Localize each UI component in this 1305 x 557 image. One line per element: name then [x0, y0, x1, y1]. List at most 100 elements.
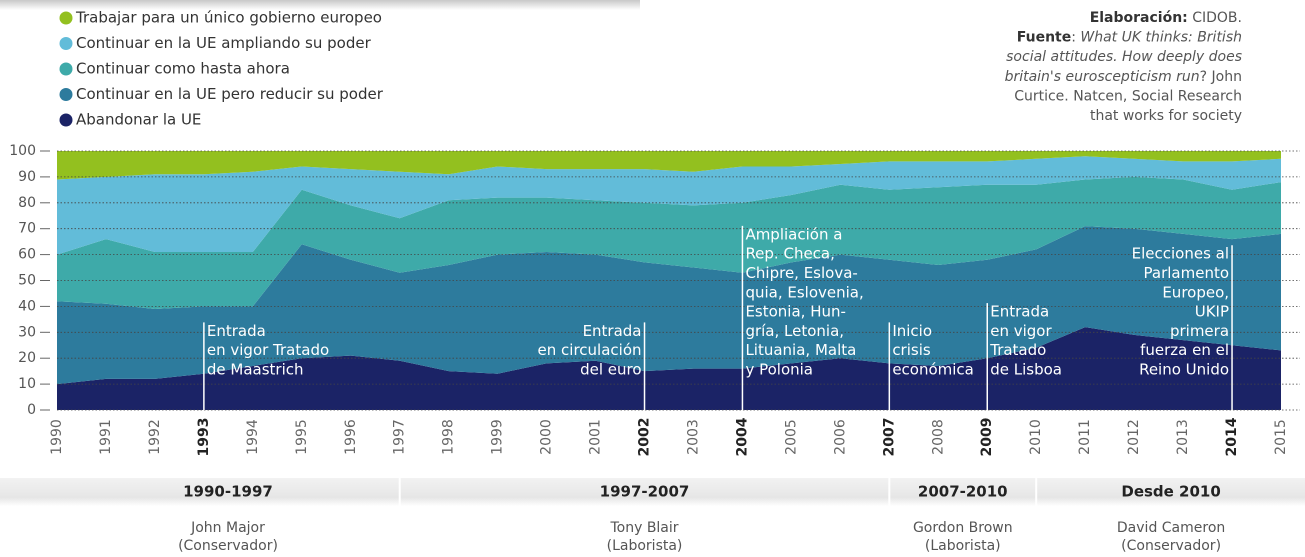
period-label: 1997-2007	[600, 483, 690, 501]
annotation-text: del euro	[580, 361, 641, 379]
x-tick-label: 2004	[734, 417, 750, 456]
x-tick-label: 1998	[441, 419, 457, 455]
y-tick-label: 50	[18, 273, 36, 289]
x-tick-label: 1991	[98, 419, 114, 455]
x-tick-label: 1992	[147, 419, 163, 455]
period-name: Gordon Brown	[913, 520, 1013, 536]
period-party: (Conservador)	[1121, 538, 1221, 554]
credit-text: What UK thinks: British	[1080, 30, 1242, 46]
annotation-text: Tratado	[989, 341, 1046, 359]
legend-label: Continuar en la UE ampliando su poder	[76, 34, 372, 52]
annotation-text: Lituania, Malta	[745, 341, 856, 359]
x-tick-label: 1993	[196, 418, 212, 457]
period-name: John Major	[190, 520, 265, 536]
credit-text: :	[1071, 30, 1080, 46]
annotation-text: Europeo,	[1162, 283, 1229, 301]
y-tick-label: 80	[18, 195, 36, 211]
credit-line: britain's euroscepticism run? John	[1005, 69, 1242, 85]
credit-text: Elaboración:	[1090, 10, 1188, 26]
annotation-text: primera	[1170, 322, 1229, 340]
area	[57, 176, 1281, 309]
period-band	[890, 478, 1036, 506]
y-tick-label: 90	[18, 169, 36, 185]
credit-text: Fuente	[1017, 30, 1071, 46]
annotation-text: gría, Letonia,	[745, 322, 844, 340]
credit-line: Elaboración: CIDOB.	[1090, 10, 1242, 26]
annotation-text: en vigor	[990, 322, 1052, 340]
period-party: (Conservador)	[178, 538, 278, 554]
annotation-text: Entrada	[990, 303, 1049, 321]
legend-label: Continuar como hasta ahora	[76, 60, 290, 78]
period-band	[400, 478, 889, 506]
y-tick-label: 30	[18, 324, 36, 340]
credit-line: Curtice. Natcen, Social Research	[1014, 88, 1242, 104]
annotation-text: Rep. Checa,	[745, 245, 834, 263]
x-tick-label: 2011	[1077, 419, 1093, 455]
legend-label: Trabajar para un único gobierno europeo	[75, 9, 382, 27]
x-tick-label: 2003	[685, 419, 701, 455]
annotation-text: crisis	[892, 341, 931, 359]
x-tick-label: 2002	[637, 418, 653, 457]
area	[57, 156, 1281, 255]
annotation-text: Elecciones al	[1132, 245, 1229, 263]
period-label: 2007-2010	[918, 483, 1008, 501]
annotation-text: Reino Unido	[1139, 361, 1229, 379]
y-tick-label: 100	[9, 143, 36, 159]
x-tick-label: 2014	[1224, 417, 1240, 456]
annotation-text: económica	[892, 361, 974, 379]
y-tick-label: 60	[18, 247, 36, 263]
annotation-text: Entrada	[207, 322, 266, 340]
x-tick-label: 2013	[1175, 419, 1191, 455]
annotation-text: fuerza en el	[1140, 341, 1229, 359]
y-tick-label: 0	[27, 402, 36, 418]
period-party: (Laborista)	[607, 538, 683, 554]
annotation-text: quia, Eslovenia,	[745, 283, 863, 301]
credit-text: social attitudes. How deeply does	[1006, 49, 1242, 65]
period-name: Tony Blair	[609, 520, 678, 536]
y-tick-label: 10	[18, 376, 36, 392]
x-tick-label: 2008	[930, 419, 946, 455]
annotation-text: de Lisboa	[990, 361, 1062, 379]
annotation-text: Ampliación a	[745, 225, 842, 243]
legend-swatch	[59, 62, 73, 76]
x-tick-label: 1994	[245, 419, 261, 455]
annotation-text: de Maastrich	[207, 361, 304, 379]
x-tick-label: 1990	[49, 419, 65, 455]
credit-text: ? John	[1200, 69, 1242, 85]
x-tick-label: 2009	[979, 418, 995, 457]
annotation-text: y Polonia	[745, 361, 813, 379]
x-tick-label: 2015	[1273, 419, 1289, 455]
x-tick-label: 2006	[832, 419, 848, 455]
annotation-text: Chipre, Eslova-	[745, 264, 857, 282]
period-party: (Laborista)	[925, 538, 1001, 554]
y-tick-label: 20	[18, 350, 36, 366]
credit-text: CIDOB.	[1188, 10, 1242, 26]
credit-line: that works for society	[1090, 108, 1242, 124]
credit-line: Fuente: What UK thinks: British	[1017, 30, 1242, 46]
annotation-text: en vigor Tratado	[207, 341, 329, 359]
x-tick-label: 2005	[783, 419, 799, 455]
legend-swatch	[59, 11, 73, 25]
annotation-text: Estonia, Hun-	[745, 303, 845, 321]
area	[57, 226, 1281, 385]
legend-swatch	[59, 88, 73, 101]
x-tick-label: 1996	[343, 419, 359, 455]
legend-swatch	[59, 37, 73, 50]
legend-label: Abandonar la UE	[76, 111, 201, 129]
period-label: Desde 2010	[1121, 483, 1220, 501]
credit-text: britain's euroscepticism run	[1005, 69, 1200, 85]
x-tick-label: 2001	[588, 419, 604, 455]
period-label: 1990-1997	[183, 483, 273, 501]
annotation-text: Parlamento	[1144, 264, 1230, 282]
x-tick-label: 2000	[539, 419, 555, 455]
legend-label: Continuar en la UE pero reducir su poder	[76, 85, 384, 103]
annotation-text: UKIP	[1195, 303, 1229, 321]
annotation-text: Entrada	[583, 322, 642, 340]
credit-line: social attitudes. How deeply does	[1006, 49, 1242, 65]
credit-text: that works for society	[1090, 108, 1242, 124]
credit-text: Curtice. Natcen, Social Research	[1014, 88, 1242, 104]
x-tick-label: 1997	[392, 419, 408, 455]
y-tick-label: 70	[18, 221, 36, 237]
annotation-text: en circulación	[538, 341, 642, 359]
